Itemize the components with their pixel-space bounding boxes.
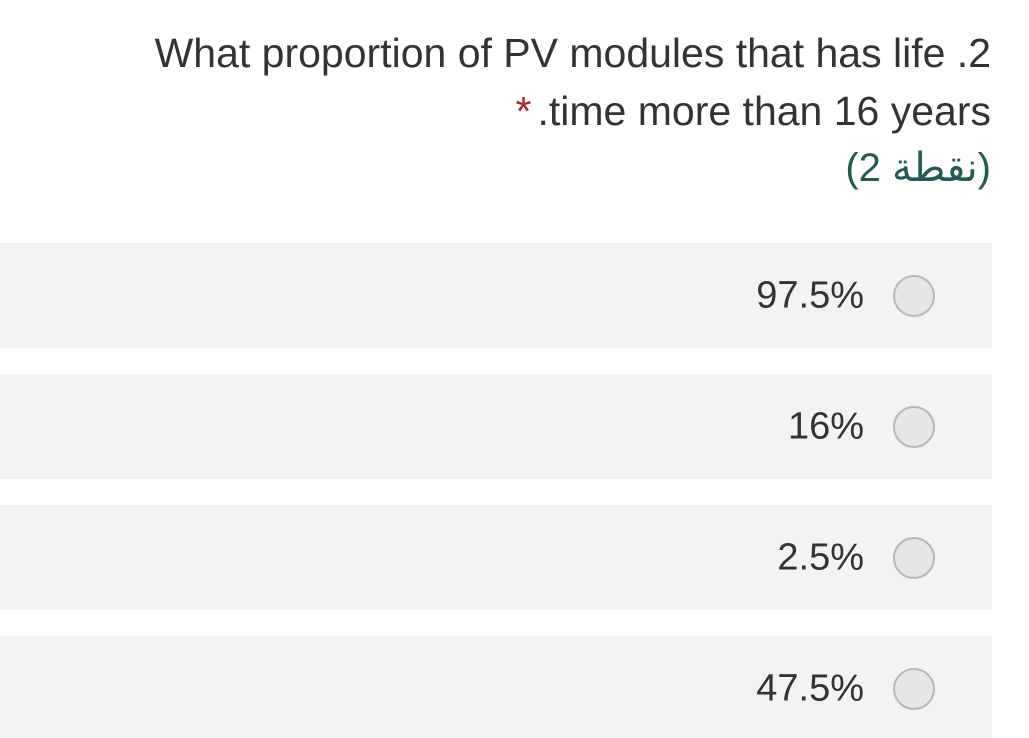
radio-button[interactable] [893, 667, 935, 710]
radio-button[interactable] [893, 405, 935, 448]
question-line-1: What proportion of PV modules that has l… [154, 30, 991, 76]
option-16[interactable]: 16% [0, 374, 992, 479]
answer-options: 97.5% 16% 2.5% 47.5% [0, 243, 992, 738]
question-line-2: .time more than 16 years [537, 88, 991, 134]
question-title: What proportion of PV modules that has l… [41, 24, 991, 140]
question-line-2-wrapper: * .time more than 16 years [41, 82, 991, 140]
required-asterisk: * [515, 88, 532, 134]
option-label: 16% [787, 405, 864, 447]
question-points: (2 نقطة) [845, 146, 991, 190]
radio-button[interactable] [893, 274, 935, 317]
option-label: 47.5% [756, 667, 864, 709]
option-97-5[interactable]: 97.5% [0, 243, 992, 348]
option-47-5[interactable]: 47.5% [0, 636, 992, 738]
option-label: 97.5% [756, 274, 864, 316]
radio-button[interactable] [893, 536, 935, 579]
option-label: 2.5% [777, 536, 864, 578]
option-2-5[interactable]: 2.5% [0, 505, 992, 610]
